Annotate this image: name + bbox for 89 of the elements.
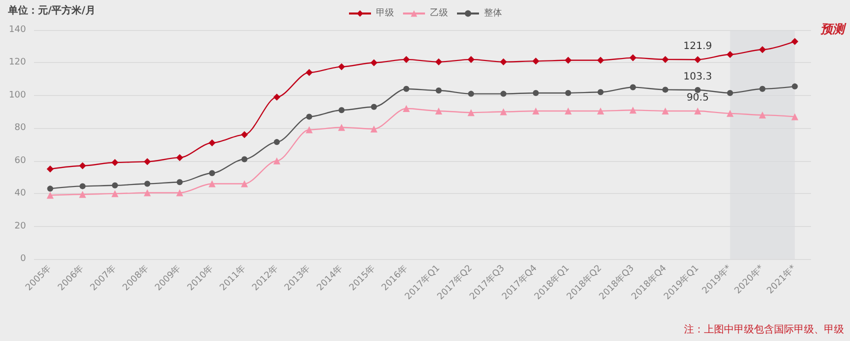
point [500, 108, 507, 116]
point [500, 90, 506, 97]
point [468, 90, 474, 97]
point [468, 109, 475, 116]
point [694, 56, 702, 64]
y-axis-title: 单位：元/平方米/月 [7, 4, 96, 16]
point [79, 162, 86, 170]
point [144, 180, 150, 187]
annotation: 121.9 [683, 41, 712, 52]
point [176, 179, 183, 186]
point [111, 190, 118, 198]
point [630, 84, 636, 90]
point [435, 107, 442, 114]
point [241, 156, 248, 162]
y-tick-label: 20 [14, 221, 26, 232]
y-tick-label: 100 [8, 90, 26, 100]
point [662, 107, 669, 114]
point [208, 139, 216, 146]
point [79, 190, 86, 198]
point [144, 158, 151, 166]
annotation: 90.5 [686, 92, 709, 104]
point [792, 83, 798, 90]
point [338, 107, 345, 114]
point [662, 86, 668, 93]
point [532, 58, 540, 65]
point [402, 56, 410, 63]
point [176, 189, 184, 196]
y-tick-label: 40 [14, 188, 26, 199]
point [370, 59, 378, 66]
legend-label: 乙级 [430, 8, 448, 18]
point [144, 189, 151, 196]
point [564, 107, 572, 114]
point [240, 131, 248, 138]
point [111, 158, 118, 166]
y-tick-label: 0 [20, 254, 26, 264]
point [306, 114, 312, 120]
point [208, 180, 216, 188]
point [436, 88, 442, 94]
point [176, 154, 184, 162]
point [759, 86, 766, 92]
point [338, 124, 346, 131]
point [598, 89, 604, 96]
annotation: 103.3 [683, 72, 712, 83]
point [597, 56, 604, 64]
point [532, 90, 539, 96]
point [306, 126, 313, 134]
point [468, 56, 475, 63]
point [791, 113, 798, 120]
point [565, 90, 572, 96]
point [726, 110, 734, 117]
point [435, 58, 442, 66]
point [597, 107, 604, 114]
point [46, 192, 54, 199]
point [629, 54, 636, 62]
point [47, 186, 54, 192]
point [402, 105, 410, 112]
point [370, 104, 377, 110]
point [274, 139, 280, 146]
point [629, 106, 636, 114]
point [791, 38, 798, 45]
point [564, 56, 572, 64]
point [758, 112, 766, 119]
point [338, 63, 346, 70]
point [694, 107, 702, 114]
point [46, 166, 54, 173]
point [500, 58, 507, 66]
point [80, 183, 86, 190]
point [273, 157, 280, 164]
point [370, 125, 378, 132]
point [112, 182, 118, 188]
band-label: 预测 [820, 22, 846, 36]
legend-label: 甲级 [376, 8, 394, 18]
point [694, 87, 701, 94]
point [306, 69, 313, 76]
point [532, 107, 540, 114]
point [726, 51, 734, 58]
text: 注：上图中甲级包含国际甲级、甲级 [684, 324, 844, 336]
point [403, 86, 410, 92]
y-tick-label: 120 [8, 58, 26, 68]
point [240, 180, 248, 188]
point [209, 170, 216, 176]
point [758, 46, 766, 54]
point [273, 94, 280, 101]
point [662, 56, 669, 63]
point [727, 90, 734, 96]
y-tick-label: 80 [14, 123, 26, 134]
y-tick-label: 60 [14, 156, 26, 166]
legend-label: 整体 [484, 8, 502, 18]
y-tick-label: 140 [8, 25, 26, 35]
